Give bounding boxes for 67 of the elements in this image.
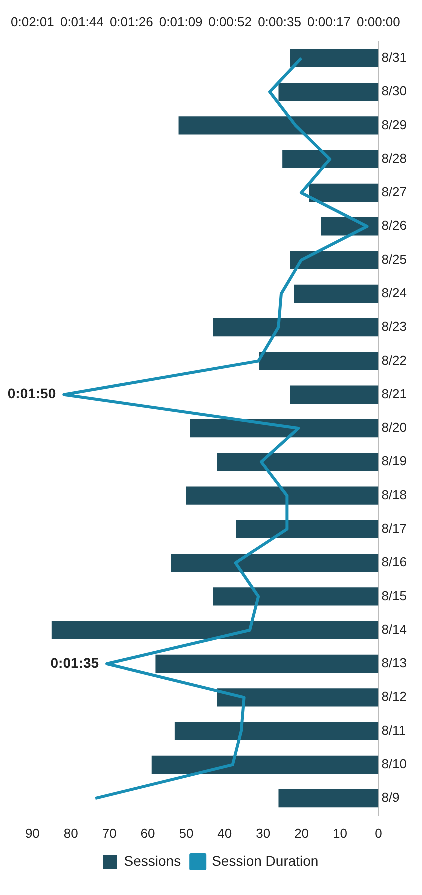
legend-label: Session Duration [212,852,319,869]
y-tick-label: 8/30 [382,84,408,99]
x-tick-label: 0 [375,826,382,841]
bar [309,184,379,202]
bar [213,318,379,337]
legend-label: Sessions [124,852,182,869]
y-tick-label: 8/26 [382,218,408,234]
y-tick-label: 8/13 [382,656,408,671]
bar [282,150,379,168]
x-tick-label: 60 [140,826,156,841]
x-tick-label: 30 [256,826,271,841]
y-tick-label: 8/12 [382,689,408,704]
y-tick-label: 8/23 [382,319,408,334]
bar [186,486,379,505]
x-tick-label: 70 [102,826,117,841]
x-tick-label: 40 [218,826,232,841]
bar [171,554,379,572]
bar [290,251,379,270]
x2-tick-label: 0:01:09 [159,14,203,30]
x2-tick-label: 0:01:26 [110,14,154,30]
bar [174,722,379,740]
x-tick-label: 10 [333,826,348,841]
y-tick-label: 8/15 [382,588,408,604]
y-tick-label: 8/31 [382,50,408,65]
x2-tick-label: 0:00:17 [308,14,351,30]
bar [217,688,379,707]
x-tick-label: 90 [25,826,40,841]
x2-tick-label: 0:02:01 [11,14,54,30]
bar [156,654,379,674]
x2-tick-label: 0:00:52 [208,14,252,30]
y-tick-label: 8/11 [382,722,406,738]
bar [278,82,379,102]
bar [213,588,379,606]
bar [52,621,379,640]
data-label: 0:01:35 [50,654,100,671]
bar [278,789,379,808]
y-tick-label: 8/17 [382,521,408,536]
y-tick-label: 8/21 [382,386,408,402]
data-label: 0:01:50 [8,386,56,402]
bar [178,116,379,135]
x2-tick-label: 0:00:00 [357,14,400,30]
y-tick-label: 8/14 [382,622,408,637]
x2-tick-label: 0:01:44 [60,14,104,30]
y-tick-label: 8/24 [382,286,408,301]
y-tick-label: 8/27 [382,184,408,200]
bar [260,352,379,370]
x-tick-label: 50 [179,826,194,841]
y-tick-label: 8/20 [382,420,408,436]
x-tick-label: 20 [294,826,310,841]
bar [290,386,379,404]
bar [290,49,379,68]
bar [217,453,379,472]
y-tick-label: 8/9 [382,790,400,806]
bar [294,284,379,304]
y-tick-label: 8/25 [382,252,408,267]
bar [152,756,379,774]
y-tick-label: 8/22 [382,352,408,368]
bar [236,520,379,539]
y-tick-label: 8/29 [382,117,408,132]
x2-tick-label: 0:00:35 [258,14,302,30]
bar [190,419,379,438]
y-tick-label: 8/28 [382,150,408,166]
y-tick-label: 8/19 [382,454,408,469]
y-tick-label: 8/16 [382,554,408,570]
y-tick-label: 8/10 [382,756,408,772]
y-tick-label: 8/18 [382,487,408,502]
x-tick-label: 80 [64,826,78,841]
